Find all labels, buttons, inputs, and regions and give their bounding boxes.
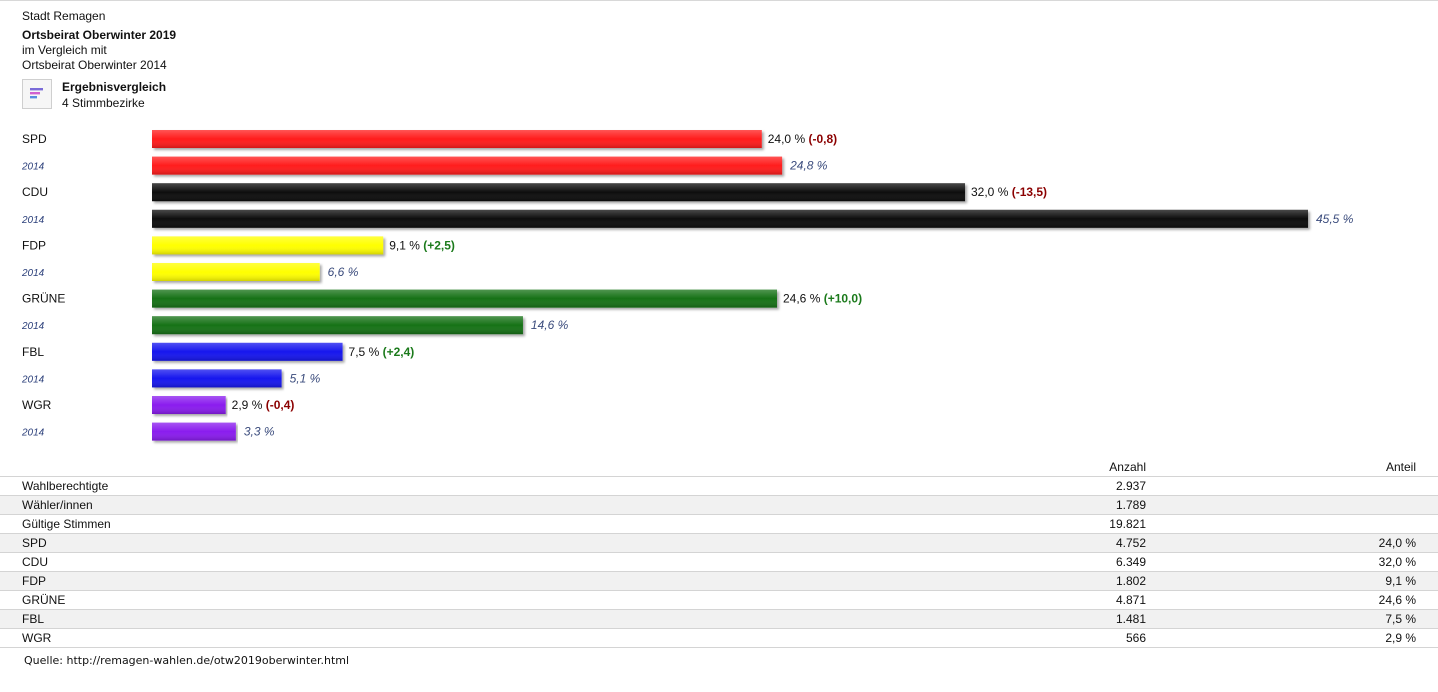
row-share: 2,9 % — [1168, 628, 1438, 648]
row-count: 4.752 — [1044, 533, 1168, 553]
row-share: 9,1 % — [1168, 571, 1438, 591]
row-count: 1.802 — [1044, 571, 1168, 591]
value-2014-wgr: 3,3 % — [244, 425, 275, 439]
party-label-wgr: WGR — [22, 398, 52, 412]
year-label-gruene: 2014 — [21, 321, 45, 332]
results-bar-chart: SPD 24,0 % (-0,8) 2014 24,8 % CDU 32,0 % (-13… — [21, 130, 1354, 441]
row-count: 1.789 — [1044, 495, 1168, 515]
table-row: Wahlberechtigte 2.937 — [0, 476, 1438, 496]
table-row: Gültige Stimmen 19.821 — [0, 514, 1438, 534]
table-row: FBL 1.481 7,5 % — [0, 609, 1438, 629]
diff-wgr: (-0,4) — [266, 398, 295, 412]
bar-2019-shine-gruene — [152, 289, 778, 308]
bar-2014-shine-spd — [152, 156, 783, 175]
row-name: GRÜNE — [0, 590, 1044, 610]
bar-2019-shine-fdp — [152, 236, 384, 255]
row-name: FDP — [0, 571, 1044, 591]
value-2014-fdp: 6,6 % — [328, 265, 359, 279]
city-title: Stadt Remagen — [22, 9, 106, 23]
row-share: 32,0 % — [1168, 552, 1438, 572]
row-share — [1168, 514, 1438, 534]
row-name: FBL — [0, 609, 1044, 629]
value-2014-gruene: 14,6 % — [531, 318, 569, 332]
diff-fdp: (+2,5) — [423, 238, 455, 252]
value-2019-spd: 24,0 % (-0,8) — [768, 132, 837, 146]
party-label-fdp: FDP — [22, 238, 46, 252]
row-name: Wahlberechtigte — [0, 476, 1044, 496]
value-2019-wgr: 2,9 % (-0,4) — [232, 398, 295, 412]
table-row: SPD 4.752 24,0 % — [0, 533, 1438, 553]
year-label-fdp: 2014 — [21, 268, 45, 279]
row-name: Gültige Stimmen — [0, 514, 1044, 534]
value-2014-fbl: 5,1 % — [290, 371, 321, 385]
row-name: Wähler/innen — [0, 495, 1044, 515]
row-name: SPD — [0, 533, 1044, 553]
party-label-gruene: GRÜNE — [22, 292, 65, 306]
election-title: Ortsbeirat Oberwinter 2019 — [22, 28, 177, 42]
bar-2014-shine-gruene — [152, 316, 523, 335]
bar-2014-shine-cdu — [152, 209, 1308, 228]
row-share: 7,5 % — [1168, 609, 1438, 629]
value-2019-cdu: 32,0 % (-13,5) — [971, 185, 1047, 199]
table-row: FDP 1.802 9,1 % — [0, 571, 1438, 591]
value-2014-spd: 24,8 % — [789, 159, 828, 173]
bar-2019-shine-fbl — [152, 342, 343, 361]
row-count: 6.349 — [1044, 552, 1168, 572]
year-label-spd: 2014 — [21, 162, 45, 173]
row-name: WGR — [0, 628, 1044, 648]
party-label-fbl: FBL — [22, 345, 44, 359]
row-share: 24,0 % — [1168, 533, 1438, 553]
compare-election: Ortsbeirat Oberwinter 2014 — [22, 58, 167, 72]
row-count: 566 — [1044, 628, 1168, 648]
party-label-spd: SPD — [22, 132, 47, 146]
row-count: 19.821 — [1044, 514, 1168, 534]
top-divider — [0, 0, 1438, 1]
diff-fbl: (+2,4) — [383, 345, 415, 359]
districts-count: 4 Stimmbezirke — [62, 96, 145, 110]
bar-2014-shine-fdp — [152, 263, 320, 281]
year-label-wgr: 2014 — [21, 428, 45, 439]
bar-2014-shine-fbl — [152, 369, 282, 388]
comparison-title: Ergebnisvergleich — [62, 80, 167, 94]
source-note: Quelle: http://remagen-wahlen.de/otw2019… — [24, 654, 350, 667]
year-label-cdu: 2014 — [21, 215, 45, 226]
results-table: Anzahl Anteil Wahlberechtigte 2.937 Wähler… — [0, 458, 1438, 648]
value-2019-fdp: 9,1 % (+2,5) — [389, 238, 455, 252]
diff-gruene: (+10,0) — [824, 292, 862, 306]
row-count: 4.871 — [1044, 590, 1168, 610]
diff-spd: (-0,8) — [808, 132, 837, 146]
bar-2019-shine-cdu — [152, 183, 966, 202]
row-share — [1168, 476, 1438, 496]
value-2014-cdu: 45,5 % — [1316, 212, 1354, 226]
table-row: GRÜNE 4.871 24,6 % — [0, 590, 1438, 610]
row-count: 1.481 — [1044, 609, 1168, 629]
value-2019-fbl: 7,5 % (+2,4) — [349, 345, 415, 359]
compare-prefix: im Vergleich mit — [22, 43, 107, 57]
table-header-count: Anzahl — [1044, 458, 1168, 477]
row-share — [1168, 495, 1438, 515]
row-name: CDU — [0, 552, 1044, 572]
bar-2019-shine-wgr — [152, 396, 226, 414]
table-header-share: Anteil — [1168, 458, 1438, 477]
table-header-empty — [0, 458, 1044, 477]
table-row: CDU 6.349 32,0 % — [0, 552, 1438, 572]
row-count: 2.937 — [1044, 476, 1168, 496]
table-row: WGR 566 2,9 % — [0, 628, 1438, 648]
diff-cdu: (-13,5) — [1012, 185, 1047, 199]
bar-2014-shine-wgr — [152, 422, 236, 441]
bar-2019-shine-spd — [152, 130, 762, 148]
value-2019-gruene: 24,6 % (+10,0) — [783, 292, 862, 306]
bar-chart-icon[interactable] — [22, 79, 52, 109]
row-share: 24,6 % — [1168, 590, 1438, 610]
table-header-row: Anzahl Anteil — [0, 458, 1438, 477]
table-row: Wähler/innen 1.789 — [0, 495, 1438, 515]
party-label-cdu: CDU — [22, 185, 48, 199]
year-label-fbl: 2014 — [21, 374, 45, 385]
